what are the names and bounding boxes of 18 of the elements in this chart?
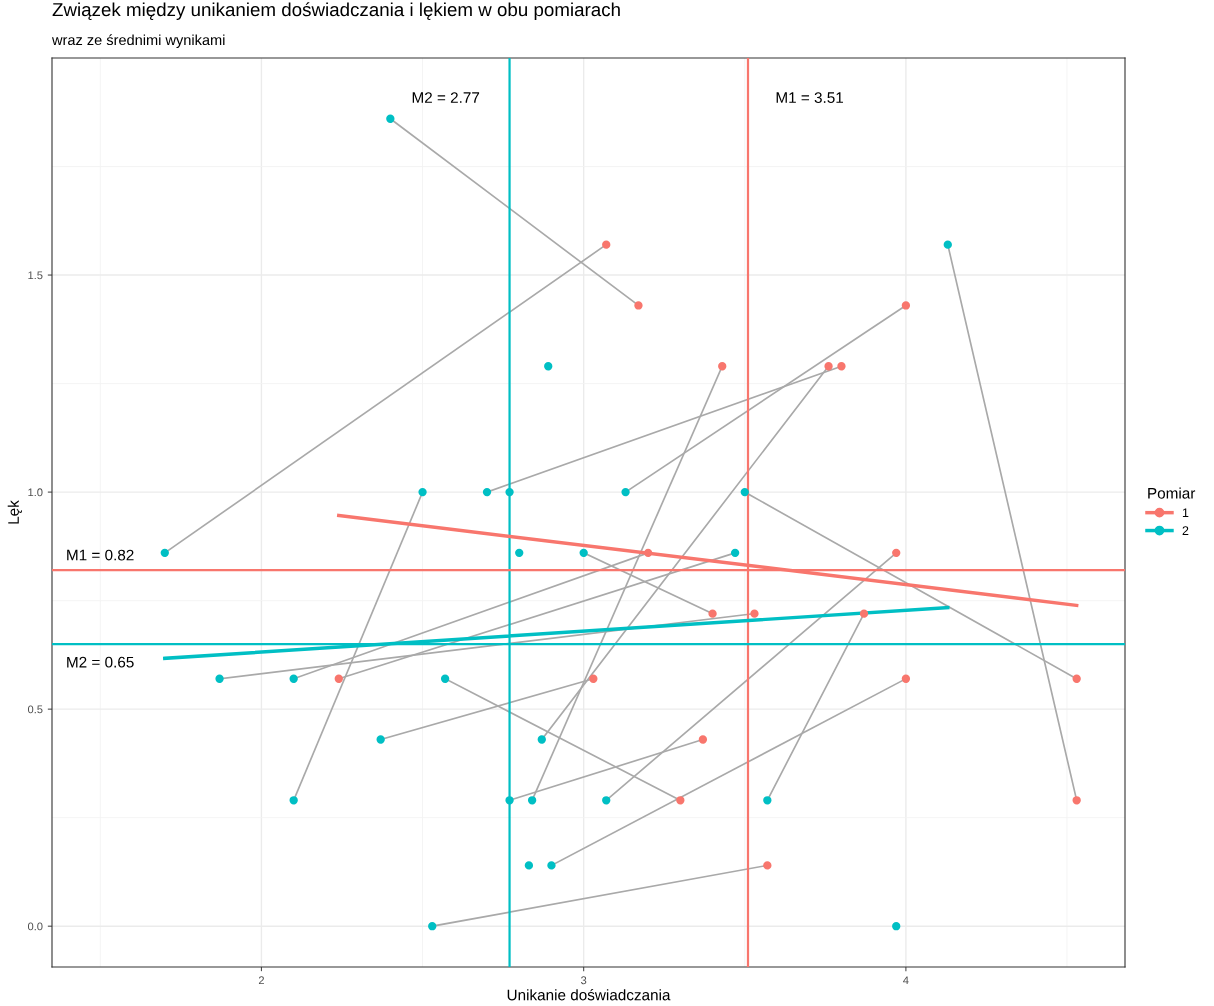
x-tick-label: 2 — [258, 976, 264, 985]
x-tick-label: 3 — [581, 976, 587, 985]
y-tick-label: 0.0 — [27, 922, 43, 931]
chart-subtitle: wraz ze średnimi wynikami — [51, 34, 225, 48]
y-tick-label: 1.5 — [28, 271, 43, 280]
ref-line-label: M1 = 0.82 — [67, 549, 134, 561]
ref-line-label: M2 = 2.77 — [412, 92, 480, 103]
y-axis-title: Lęk — [7, 500, 22, 524]
chart-title: Związek między unikaniem doświadczania i lękiem w obu pomiarach — [52, 2, 620, 20]
x-tick-label: 4 — [903, 976, 909, 985]
ref-line-label: M2 = 0.65 — [67, 656, 134, 668]
y-tick-label: 0.5 — [27, 705, 43, 714]
x-axis-title: Unikanie doświadczania — [507, 988, 671, 1001]
legend-label: 1 — [1182, 508, 1189, 518]
legend-title: Pomiar — [1148, 487, 1196, 499]
ref-line-label: M1 = 3.51 — [776, 92, 844, 104]
y-tick-label: 1.0 — [28, 488, 43, 497]
legend-label: 2 — [1182, 526, 1189, 535]
